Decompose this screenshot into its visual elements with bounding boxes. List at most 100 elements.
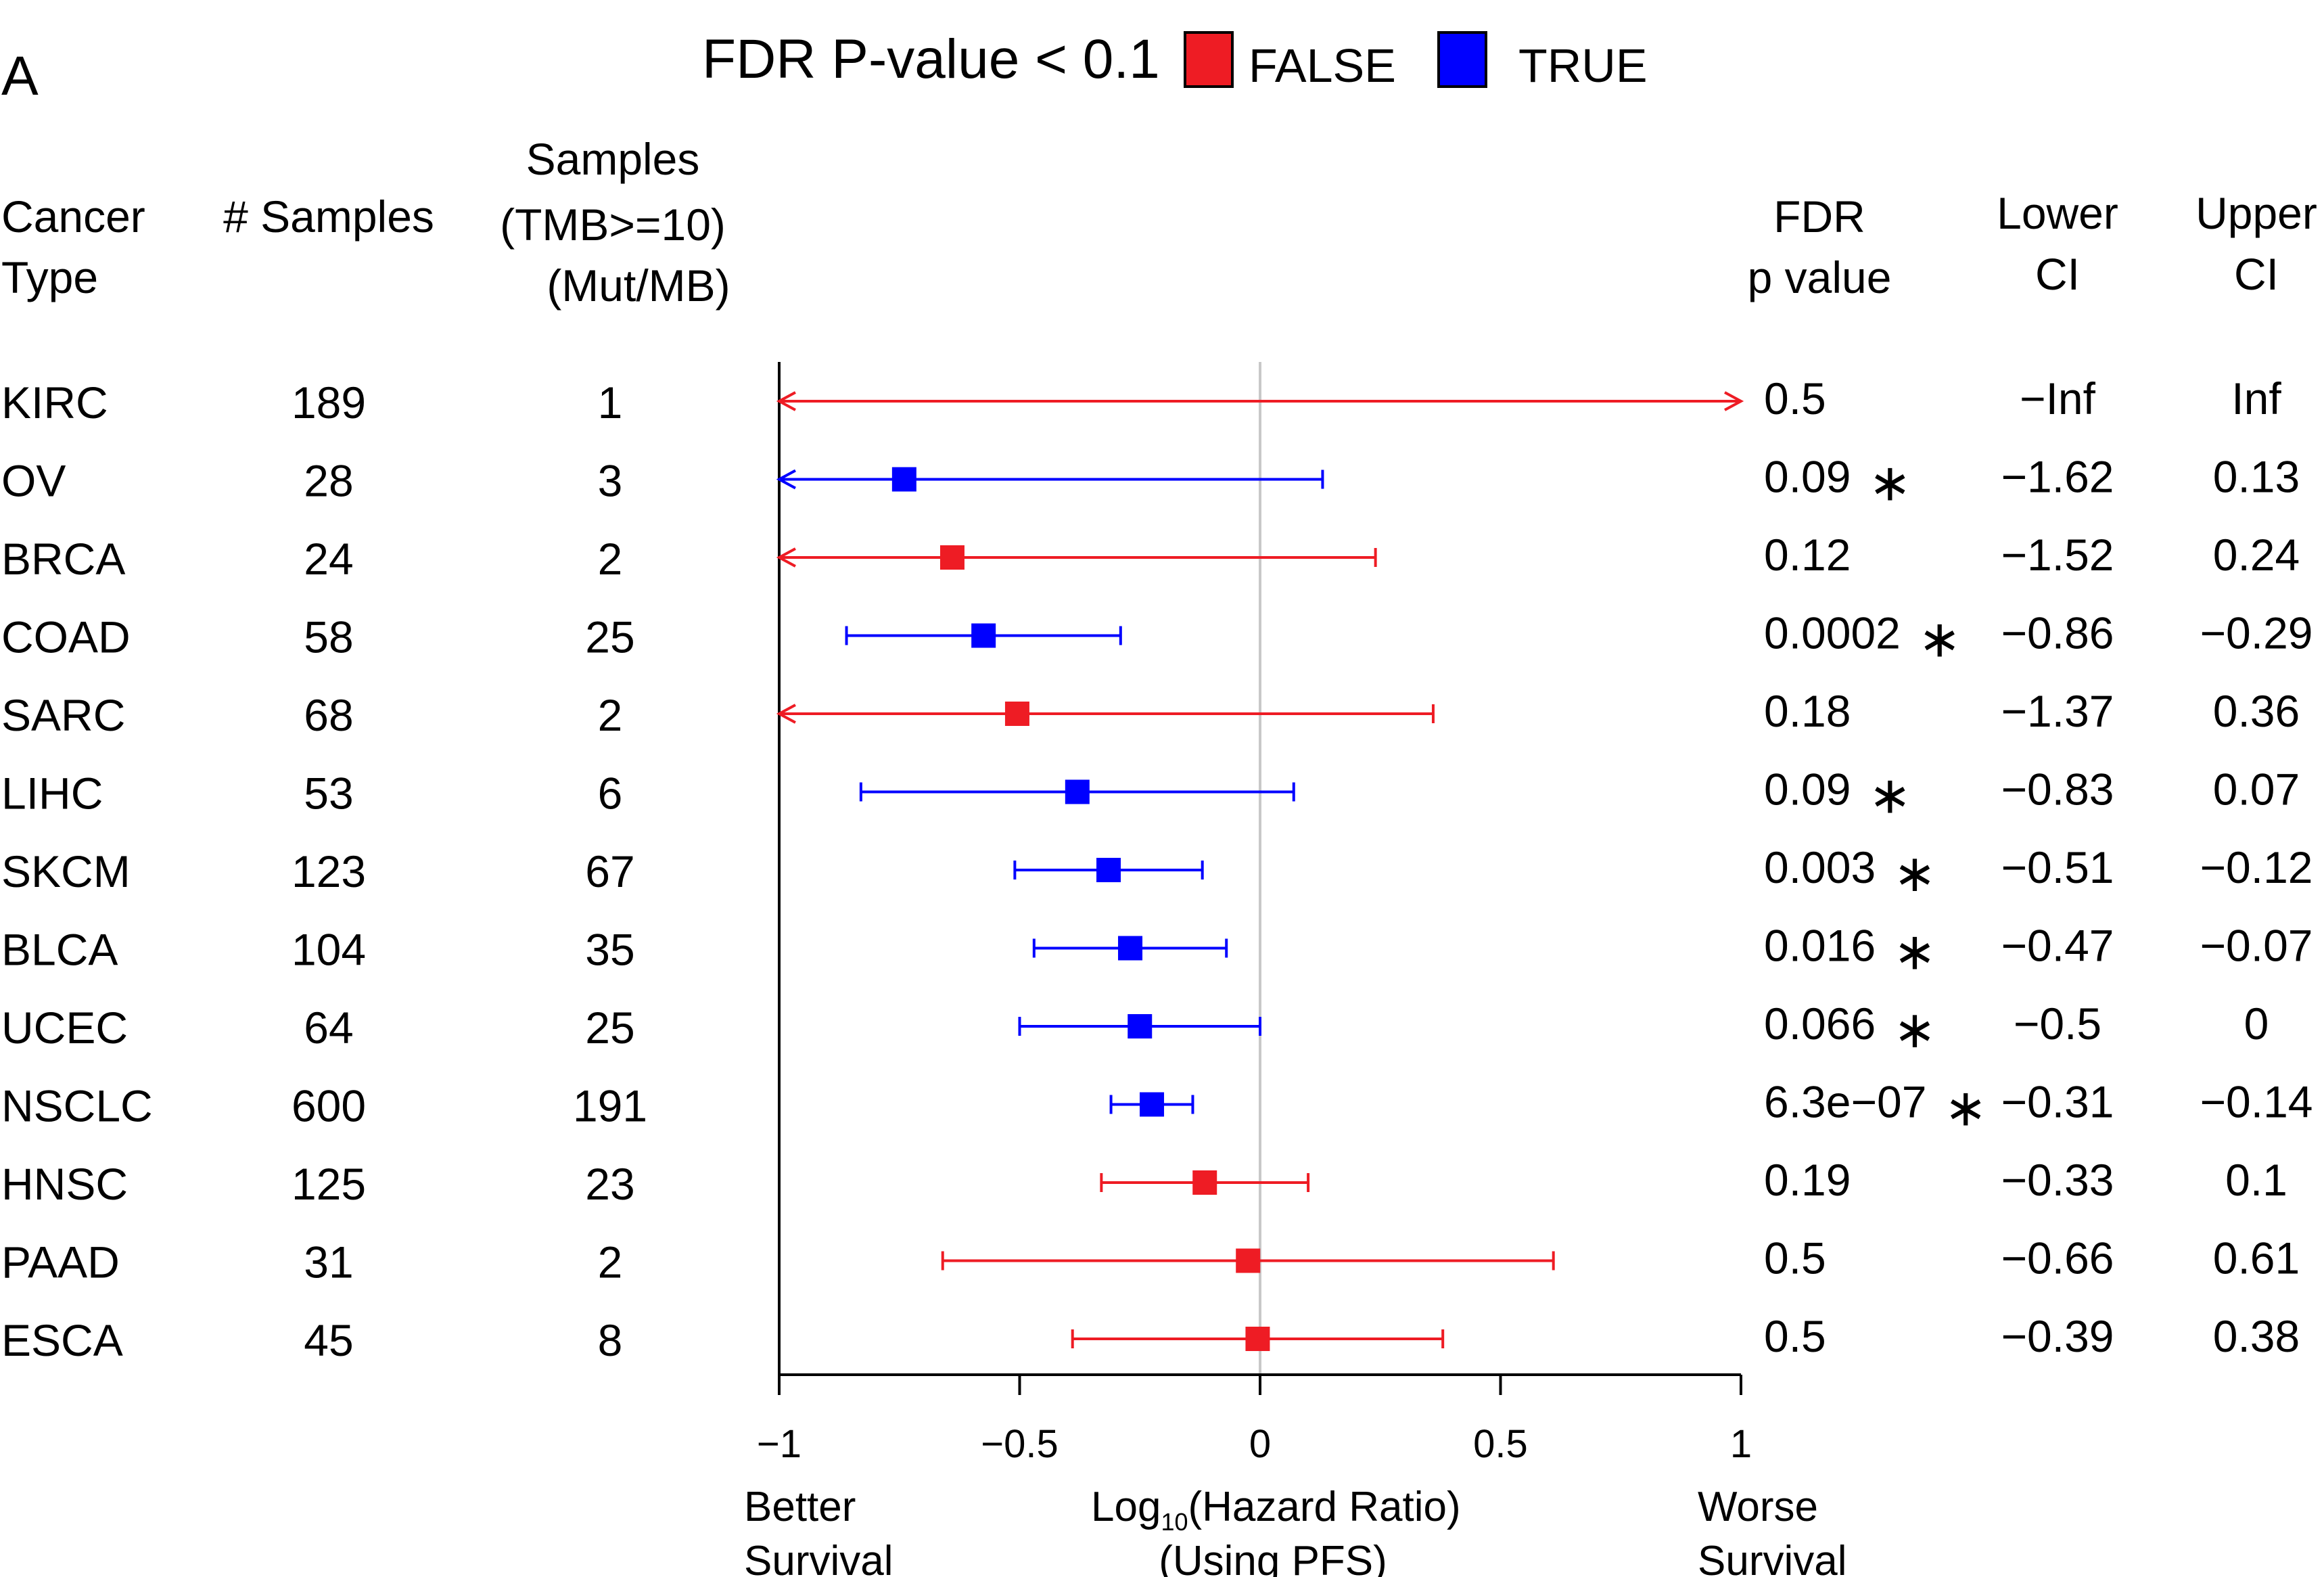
point-estimate-marker (1245, 1327, 1270, 1351)
legend-title: FDR P-value < 0.1 (702, 28, 1160, 90)
cell-cancer-type: COAD (1, 612, 131, 662)
cell-cancer-type: UCEC (1, 1003, 128, 1053)
cell-upper-ci: −0.07 (2200, 921, 2313, 971)
point-estimate-marker (1192, 1170, 1217, 1195)
ci-arrow-left (776, 469, 796, 490)
cell-fdr-pvalue: 0.5 (1764, 373, 1826, 424)
x-axis-title-main: Log (1091, 1484, 1161, 1530)
cell-lower-ci: −0.66 (2001, 1233, 2114, 1283)
cell-fdr-pvalue: 0.19 (1764, 1155, 1851, 1205)
x-tick-label: −0.5 (981, 1422, 1059, 1466)
cell-tmb-samples: 2 (598, 1237, 623, 1287)
cell-lower-ci: −0.39 (2001, 1311, 2114, 1361)
cell-tmb-samples: 6 (598, 769, 623, 819)
forest-row-esca (1071, 1327, 1445, 1351)
cell-fdr-pvalue: 0.18 (1764, 686, 1851, 736)
legend-label-true: TRUE (1518, 39, 1648, 92)
cell-cancer-type: SKCM (1, 846, 131, 896)
cell-upper-ci: −0.29 (2200, 608, 2313, 658)
cell-samples: 189 (292, 378, 366, 428)
cell-fdr-pvalue: 0.12 (1764, 530, 1851, 580)
cell-lower-ci: −0.47 (2001, 921, 2114, 971)
cell-fdr-pvalue: 0.016 (1764, 921, 1876, 971)
plot-area: −1 −0.5 0 0.5 1 (757, 362, 1752, 1466)
cell-cancer-type: BLCA (1, 925, 118, 975)
point-estimate-marker (1236, 1248, 1261, 1273)
cell-upper-ci: 0.36 (2213, 686, 2300, 736)
cell-tmb-samples: 191 (573, 1081, 647, 1131)
cell-cancer-type: OV (1, 456, 66, 506)
legend-swatch-true (1437, 31, 1487, 88)
cell-upper-ci: −0.14 (2200, 1077, 2313, 1127)
x-tick-label: 0.5 (1473, 1422, 1528, 1466)
cell-tmb-samples: 35 (585, 925, 634, 975)
x-tick-label: −1 (757, 1422, 801, 1466)
x-tick-label: 0 (1249, 1422, 1271, 1466)
x-axis-captions: Better Survival Worse Survival Log10(Haz… (744, 1484, 1847, 1577)
cell-fdr-pvalue: 0.09 (1764, 452, 1851, 502)
left-caption-line2: Survival (744, 1538, 893, 1577)
legend-label-false: FALSE (1249, 39, 1396, 92)
cell-tmb-samples: 2 (598, 690, 623, 740)
cell-upper-ci: 0.13 (2213, 452, 2300, 502)
cell-tmb-samples: 2 (598, 534, 623, 584)
cell-fdr-pvalue: 0.5 (1764, 1233, 1826, 1283)
significance-star: ∗ (1893, 1001, 1936, 1059)
cell-samples: 45 (304, 1315, 353, 1365)
x-axis-title: Log10(Hazard Ratio) (1091, 1484, 1461, 1536)
cell-upper-ci: 0.38 (2213, 1311, 2300, 1361)
forest-row-blca (1032, 936, 1228, 961)
cell-upper-ci: 0 (2244, 999, 2269, 1049)
cell-fdr-pvalue: 6.3e−07 (1764, 1077, 1926, 1127)
panel-label: A (1, 45, 39, 107)
header-tmb-line1: Samples (526, 134, 700, 184)
significance-star: ∗ (1893, 923, 1936, 981)
legend: FDR P-value < 0.1 FALSE TRUE (702, 28, 1648, 92)
cell-samples: 28 (304, 456, 353, 506)
cell-lower-ci: −1.62 (2001, 452, 2114, 502)
forest-row-lihc (859, 779, 1295, 804)
cell-upper-ci: 0.61 (2213, 1233, 2300, 1283)
forest-row-nsclc (1109, 1092, 1194, 1117)
point-estimate-marker (1118, 936, 1143, 961)
x-axis-title-line2: (Using PFS) (1159, 1538, 1387, 1577)
cell-lower-ci: −0.5 (2014, 999, 2101, 1049)
cell-samples: 68 (304, 690, 353, 740)
x-axis-title-rest: (Hazard Ratio) (1188, 1484, 1461, 1530)
cell-cancer-type: KIRC (1, 378, 108, 428)
cell-cancer-type: ESCA (1, 1315, 123, 1365)
header-upper-line2: CI (2234, 249, 2279, 299)
significance-star: ∗ (1918, 611, 1961, 668)
cell-tmb-samples: 8 (598, 1315, 623, 1365)
point-estimate-marker (1128, 1014, 1153, 1038)
right-caption-line2: Survival (1698, 1538, 1847, 1577)
header-tmb-line3: (Mut/MB) (547, 260, 730, 311)
cell-upper-ci: 0.1 (2225, 1155, 2287, 1205)
forest-row-brca (776, 545, 1377, 570)
cell-upper-ci: −0.12 (2200, 842, 2313, 892)
forest-row-kirc (776, 391, 1744, 411)
header-samples: # Samples (223, 191, 434, 242)
point-estimate-marker (1004, 702, 1029, 726)
cell-cancer-type: PAAD (1, 1237, 120, 1287)
cell-samples: 58 (304, 612, 353, 662)
cell-tmb-samples: 3 (598, 456, 623, 506)
header-upper-line1: Upper (2195, 188, 2317, 238)
cell-lower-ci: −0.33 (2001, 1155, 2114, 1205)
forest-row-sarc (776, 702, 1435, 726)
ci-arrow-left (776, 391, 796, 411)
cell-samples: 125 (292, 1159, 366, 1209)
ci-arrow-left (776, 547, 796, 568)
cell-cancer-type: HNSC (1, 1159, 128, 1209)
forest-row-hnsc (1100, 1170, 1310, 1195)
forest-row-coad (845, 623, 1122, 648)
cell-cancer-type: LIHC (1, 769, 103, 819)
cell-cancer-type: SARC (1, 690, 125, 740)
cell-upper-ci: 0.07 (2213, 764, 2300, 815)
forest-row-paad (941, 1248, 1555, 1273)
point-estimate-marker (971, 623, 996, 648)
header-cancer-type-line1: Cancer (1, 191, 145, 242)
cell-samples: 600 (292, 1081, 366, 1131)
